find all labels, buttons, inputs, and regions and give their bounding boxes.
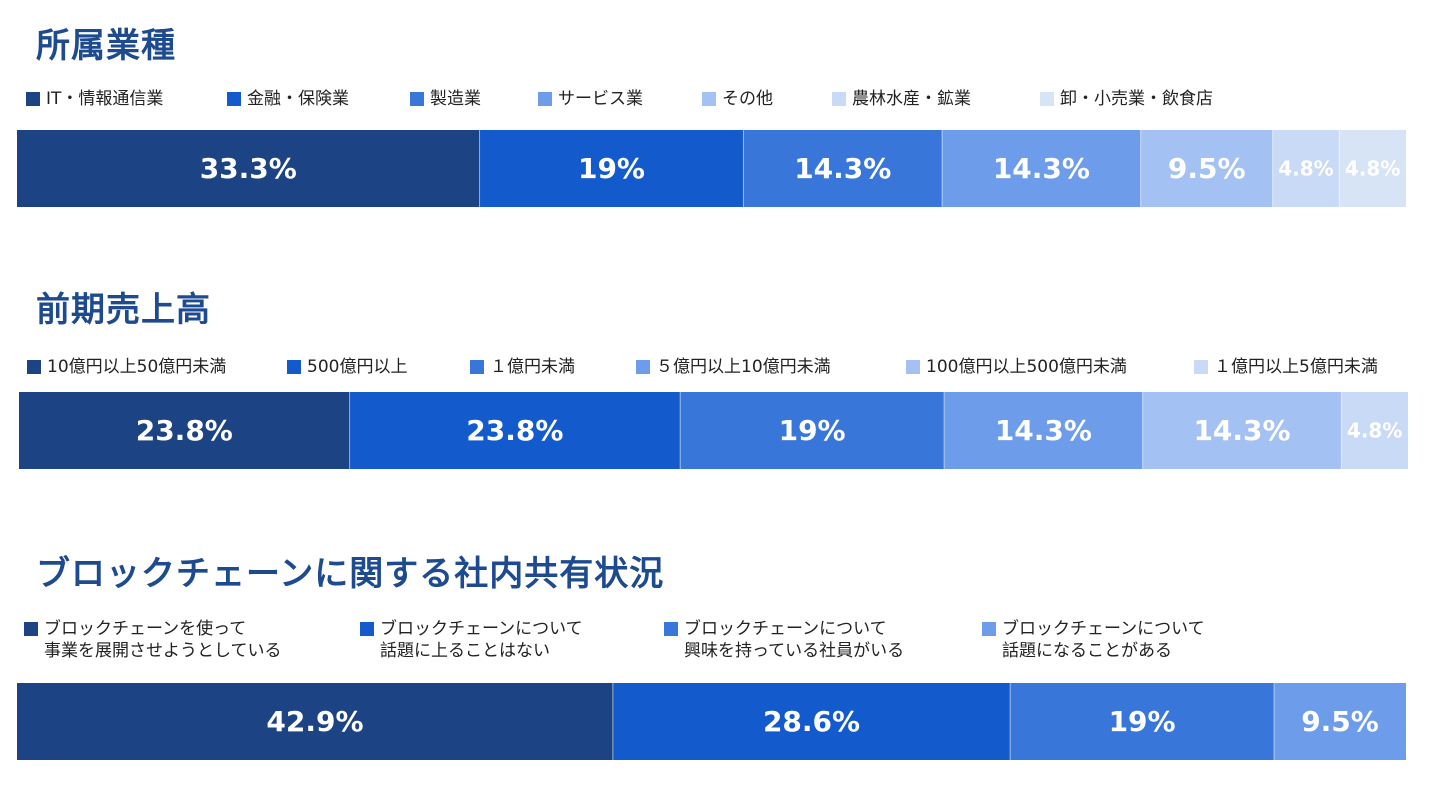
legend-swatch <box>1040 92 1054 106</box>
data-label: 9.5% <box>1168 152 1246 185</box>
bar-segment <box>19 392 350 469</box>
data-label: 14.3% <box>995 414 1092 447</box>
legend-label: ブロックチェーンについて 話題になることがある <box>1002 619 1205 661</box>
bar-segment <box>1272 130 1340 207</box>
legend-blockchain: ブロックチェーンを使って 事業を展開させようとしている ブロックチェーンについて… <box>0 618 1434 668</box>
legend-swatch <box>24 622 38 636</box>
legend-swatch <box>227 92 241 106</box>
legend-label: 製造業 <box>430 89 481 109</box>
data-label: 42.9% <box>266 705 363 738</box>
legend-label: ブロックチェーンについて 興味を持っている社員がいる <box>684 619 905 661</box>
bar-industry: 33.3% 19% 14.3% 14.3% 9.5% 4.8% 4.8% <box>17 130 1406 207</box>
legend-swatch <box>27 360 41 374</box>
legend-label: 10億円以上50億円未満 <box>47 357 227 377</box>
data-label: 4.8% <box>1347 419 1402 443</box>
data-label: 19% <box>578 152 645 185</box>
legend-item: 農林水産・鉱業 <box>832 88 971 110</box>
legend-industry: IT・情報通信業 金融・保険業 製造業 サービス業 その他 農林水産・鉱業 卸・… <box>0 88 1434 138</box>
bar-segment <box>1274 683 1406 760</box>
legend-item: IT・情報通信業 <box>26 88 163 110</box>
bar-segment <box>17 130 480 207</box>
legend-label: １億円未満 <box>490 357 575 377</box>
legend-swatch <box>410 92 424 106</box>
chart-title-industry: 所属業種 <box>36 26 176 66</box>
legend-label: 100億円以上500億円未満 <box>926 357 1127 377</box>
legend-swatch <box>26 92 40 106</box>
legend-swatch <box>982 622 996 636</box>
legend-item: その他 <box>702 88 773 110</box>
legend-swatch <box>470 360 484 374</box>
bar-segment <box>17 683 613 760</box>
legend-item: サービス業 <box>538 88 643 110</box>
bar-segment <box>479 130 744 207</box>
legend-swatch <box>832 92 846 106</box>
bar-segment <box>944 392 1143 469</box>
chart-title-blockchain: ブロックチェーンに関する社内共有状況 <box>36 554 665 594</box>
legend-swatch <box>538 92 552 106</box>
legend-item: 卸・小売業・飲食店 <box>1040 88 1213 110</box>
legend-label: １億円以上5億円未満 <box>1214 357 1378 377</box>
data-label: 14.3% <box>794 152 891 185</box>
legend-item: 500億円以上 <box>287 356 407 378</box>
chart-industry: 所属業種 IT・情報通信業 金融・保険業 製造業 サービス業 その他 農林水産・… <box>0 0 1434 220</box>
legend-label: ５億円以上10億円未満 <box>656 357 831 377</box>
legend-label: ブロックチェーンについて 話題に上ることはない <box>380 619 583 661</box>
legend-item: ブロックチェーンを使って 事業を展開させようとしている <box>24 618 282 662</box>
data-label: 9.5% <box>1301 705 1379 738</box>
bar-segment <box>680 392 945 469</box>
chart-title-revenue: 前期売上高 <box>36 290 211 330</box>
legend-swatch <box>360 622 374 636</box>
legend-swatch <box>636 360 650 374</box>
data-label: 14.3% <box>1193 414 1290 447</box>
legend-item: ５億円以上10億円未満 <box>636 356 831 378</box>
data-label: 4.8% <box>1278 157 1333 181</box>
legend-item: 100億円以上500億円未満 <box>906 356 1127 378</box>
legend-item: １億円以上5億円未満 <box>1194 356 1378 378</box>
bar-segment <box>1140 130 1273 207</box>
bar-segment <box>612 683 1011 760</box>
bar-segment <box>1339 130 1406 207</box>
legend-swatch <box>906 360 920 374</box>
legend-item: ブロックチェーンについて 話題になることがある <box>982 618 1205 662</box>
data-label: 23.8% <box>466 414 563 447</box>
data-label: 23.8% <box>136 414 233 447</box>
legend-item: ブロックチェーンについて 興味を持っている社員がいる <box>664 618 904 662</box>
data-label: 19% <box>779 414 846 447</box>
legend-label: 500億円以上 <box>307 357 408 377</box>
data-label: 33.3% <box>200 152 297 185</box>
legend-label: 卸・小売業・飲食店 <box>1060 89 1213 109</box>
data-label: 14.3% <box>993 152 1090 185</box>
legend-item: 金融・保険業 <box>227 88 349 110</box>
legend-label: IT・情報通信業 <box>46 89 164 109</box>
legend-swatch <box>1194 360 1208 374</box>
bar-segment <box>349 392 681 469</box>
bar-segment <box>1142 392 1342 469</box>
legend-item: 製造業 <box>410 88 481 110</box>
data-label: 4.8% <box>1345 157 1400 181</box>
data-label: 28.6% <box>763 705 860 738</box>
legend-swatch <box>702 92 716 106</box>
legend-swatch <box>287 360 301 374</box>
legend-item: １億円未満 <box>470 356 575 378</box>
legend-label: ブロックチェーンを使って 事業を展開させようとしている <box>44 619 282 661</box>
legend-revenue: 10億円以上50億円未満 500億円以上 １億円未満 ５億円以上10億円未満 1… <box>0 356 1434 406</box>
legend-label: 農林水産・鉱業 <box>852 89 971 109</box>
legend-item: ブロックチェーンについて 話題に上ることはない <box>360 618 583 662</box>
bar-segment <box>1010 683 1275 760</box>
legend-label: サービス業 <box>558 89 643 109</box>
bar-blockchain: 42.9% 28.6% 19% 9.5% <box>17 683 1406 760</box>
bar-segment <box>1341 392 1408 469</box>
legend-swatch <box>664 622 678 636</box>
legend-label: その他 <box>722 89 773 109</box>
data-label: 19% <box>1109 705 1176 738</box>
chart-revenue: 前期売上高 10億円以上50億円未満 500億円以上 １億円未満 ５億円以上10… <box>0 290 1434 469</box>
bar-segment <box>942 130 1141 207</box>
legend-item: 10億円以上50億円未満 <box>27 356 226 378</box>
legend-label: 金融・保険業 <box>247 89 349 109</box>
bar-segment <box>743 130 943 207</box>
bar-revenue: 23.8% 23.8% 19% 14.3% 14.3% 4.8% <box>19 392 1408 469</box>
